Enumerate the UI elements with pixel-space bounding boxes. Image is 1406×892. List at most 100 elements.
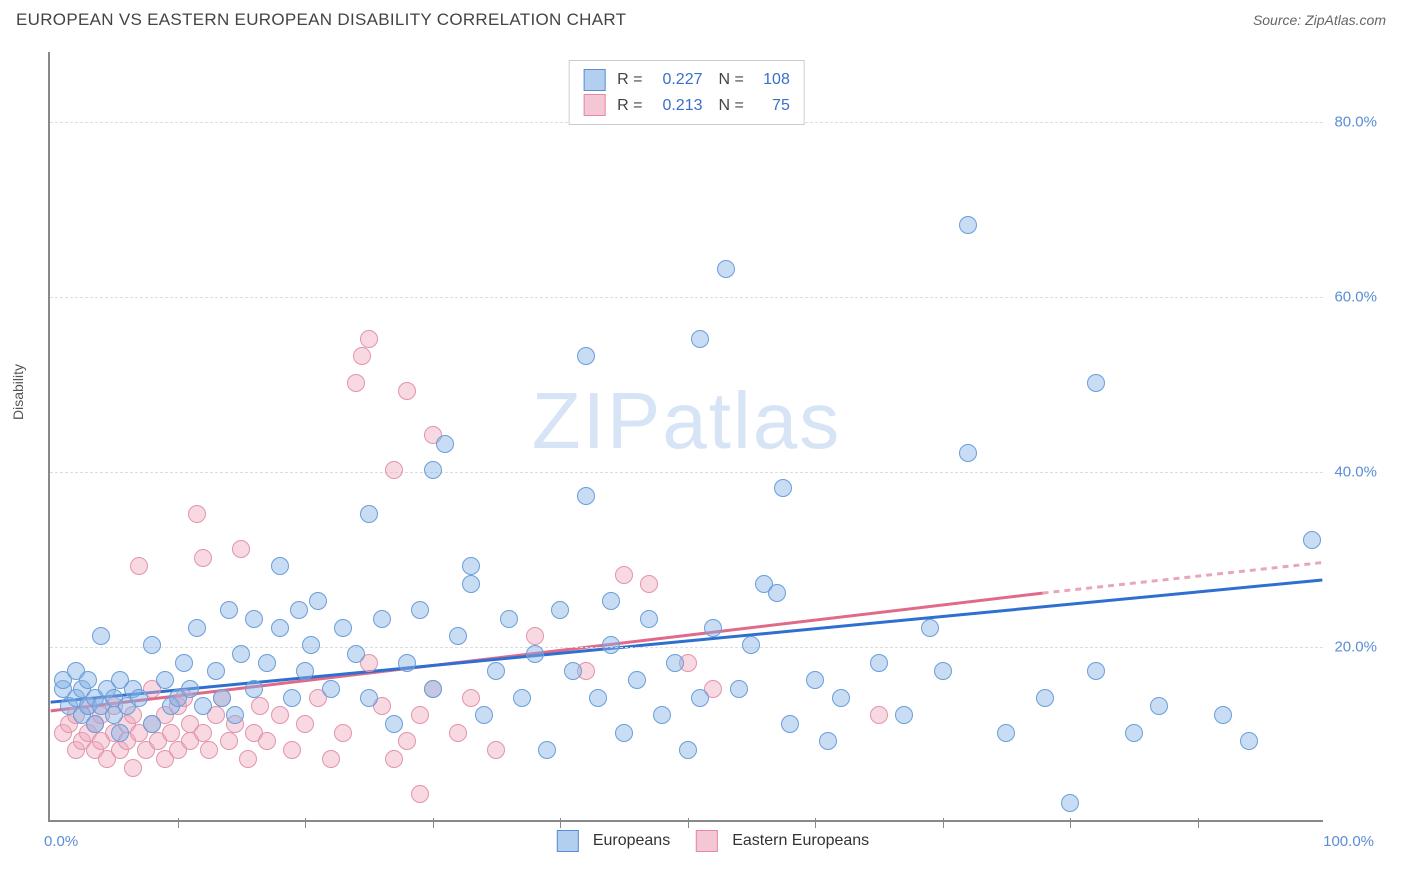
legend-label-eastern: Eastern Europeans xyxy=(732,832,869,850)
data-point-european xyxy=(1087,374,1105,392)
data-point-european xyxy=(832,689,850,707)
data-point-eastern xyxy=(239,750,257,768)
data-point-european xyxy=(462,575,480,593)
data-point-european xyxy=(207,662,225,680)
data-point-european xyxy=(86,715,104,733)
data-point-european xyxy=(245,610,263,628)
data-point-european xyxy=(1125,724,1143,742)
data-point-eastern xyxy=(462,689,480,707)
data-point-european xyxy=(220,601,238,619)
data-point-eastern xyxy=(347,374,365,392)
data-point-eastern xyxy=(353,347,371,365)
data-point-european xyxy=(781,715,799,733)
data-point-european xyxy=(577,347,595,365)
data-point-european xyxy=(449,627,467,645)
data-point-european xyxy=(1214,706,1232,724)
data-point-european xyxy=(564,662,582,680)
data-point-european xyxy=(602,592,620,610)
legend-r-value-eastern: 0.213 xyxy=(649,93,703,119)
data-point-european xyxy=(411,601,429,619)
x-axis-max-label: 100.0% xyxy=(1323,833,1374,850)
data-point-european xyxy=(602,636,620,654)
data-point-eastern xyxy=(334,724,352,742)
watermark: ZIPatlas xyxy=(532,375,841,467)
y-tick-label: 40.0% xyxy=(1334,464,1377,481)
data-point-eastern xyxy=(188,505,206,523)
data-point-european xyxy=(691,689,709,707)
data-point-european xyxy=(258,654,276,672)
data-point-european xyxy=(774,479,792,497)
data-point-european xyxy=(302,636,320,654)
data-point-european xyxy=(1303,531,1321,549)
data-point-european xyxy=(143,636,161,654)
legend-r-prefix: R = xyxy=(617,93,642,119)
data-point-european xyxy=(181,680,199,698)
data-point-eastern xyxy=(296,715,314,733)
data-point-european xyxy=(870,654,888,672)
legend-label-europeans: Europeans xyxy=(593,832,670,850)
legend-item-europeans: Europeans xyxy=(557,830,670,852)
x-tick xyxy=(688,818,689,828)
data-point-eastern xyxy=(271,706,289,724)
data-point-eastern xyxy=(360,330,378,348)
data-point-eastern xyxy=(194,724,212,742)
data-point-european xyxy=(959,216,977,234)
data-point-european xyxy=(226,706,244,724)
data-point-european xyxy=(175,654,193,672)
data-point-eastern xyxy=(385,461,403,479)
source-attribution: Source: ZipAtlas.com xyxy=(1253,12,1386,28)
data-point-european xyxy=(347,645,365,663)
data-point-european xyxy=(513,689,531,707)
y-tick-label: 80.0% xyxy=(1334,114,1377,131)
x-axis-min-label: 0.0% xyxy=(44,833,78,850)
data-point-european xyxy=(322,680,340,698)
x-tick xyxy=(305,818,306,828)
plot-area: ZIPatlas R = 0.227 N = 108 R = 0.213 N =… xyxy=(48,52,1323,822)
y-axis-label: Disability xyxy=(10,364,26,420)
grid-line xyxy=(50,472,1323,473)
data-point-european xyxy=(385,715,403,733)
data-point-european xyxy=(577,487,595,505)
data-point-european xyxy=(679,741,697,759)
data-point-european xyxy=(666,654,684,672)
swatch-pink-icon xyxy=(583,94,605,116)
data-point-european xyxy=(615,724,633,742)
data-point-european xyxy=(92,627,110,645)
data-point-european xyxy=(213,689,231,707)
data-point-european xyxy=(1240,732,1258,750)
legend-item-eastern: Eastern Europeans xyxy=(696,830,869,852)
y-tick-label: 20.0% xyxy=(1334,639,1377,656)
data-point-eastern xyxy=(615,566,633,584)
data-point-european xyxy=(296,662,314,680)
legend-n-prefix: N = xyxy=(719,93,744,119)
data-point-european xyxy=(156,671,174,689)
data-point-european xyxy=(373,610,391,628)
data-point-eastern xyxy=(398,732,416,750)
data-point-european xyxy=(79,671,97,689)
data-point-european xyxy=(551,601,569,619)
data-point-european xyxy=(742,636,760,654)
data-point-european xyxy=(768,584,786,602)
data-point-european xyxy=(188,619,206,637)
data-point-european xyxy=(475,706,493,724)
data-point-eastern xyxy=(251,697,269,715)
data-point-european xyxy=(271,619,289,637)
data-point-european xyxy=(290,601,308,619)
data-point-eastern xyxy=(200,741,218,759)
data-point-eastern xyxy=(220,732,238,750)
data-point-european xyxy=(398,654,416,672)
data-point-european xyxy=(334,619,352,637)
legend-r-value-europeans: 0.227 xyxy=(649,67,703,93)
data-point-european xyxy=(111,724,129,742)
swatch-blue-icon xyxy=(557,830,579,852)
data-point-eastern xyxy=(398,382,416,400)
data-point-european xyxy=(194,697,212,715)
data-point-european xyxy=(487,662,505,680)
data-point-eastern xyxy=(411,706,429,724)
data-point-european xyxy=(143,715,161,733)
data-point-european xyxy=(1061,794,1079,812)
legend-r-prefix: R = xyxy=(617,67,642,93)
data-point-european xyxy=(934,662,952,680)
data-point-european xyxy=(959,444,977,462)
data-point-eastern xyxy=(258,732,276,750)
